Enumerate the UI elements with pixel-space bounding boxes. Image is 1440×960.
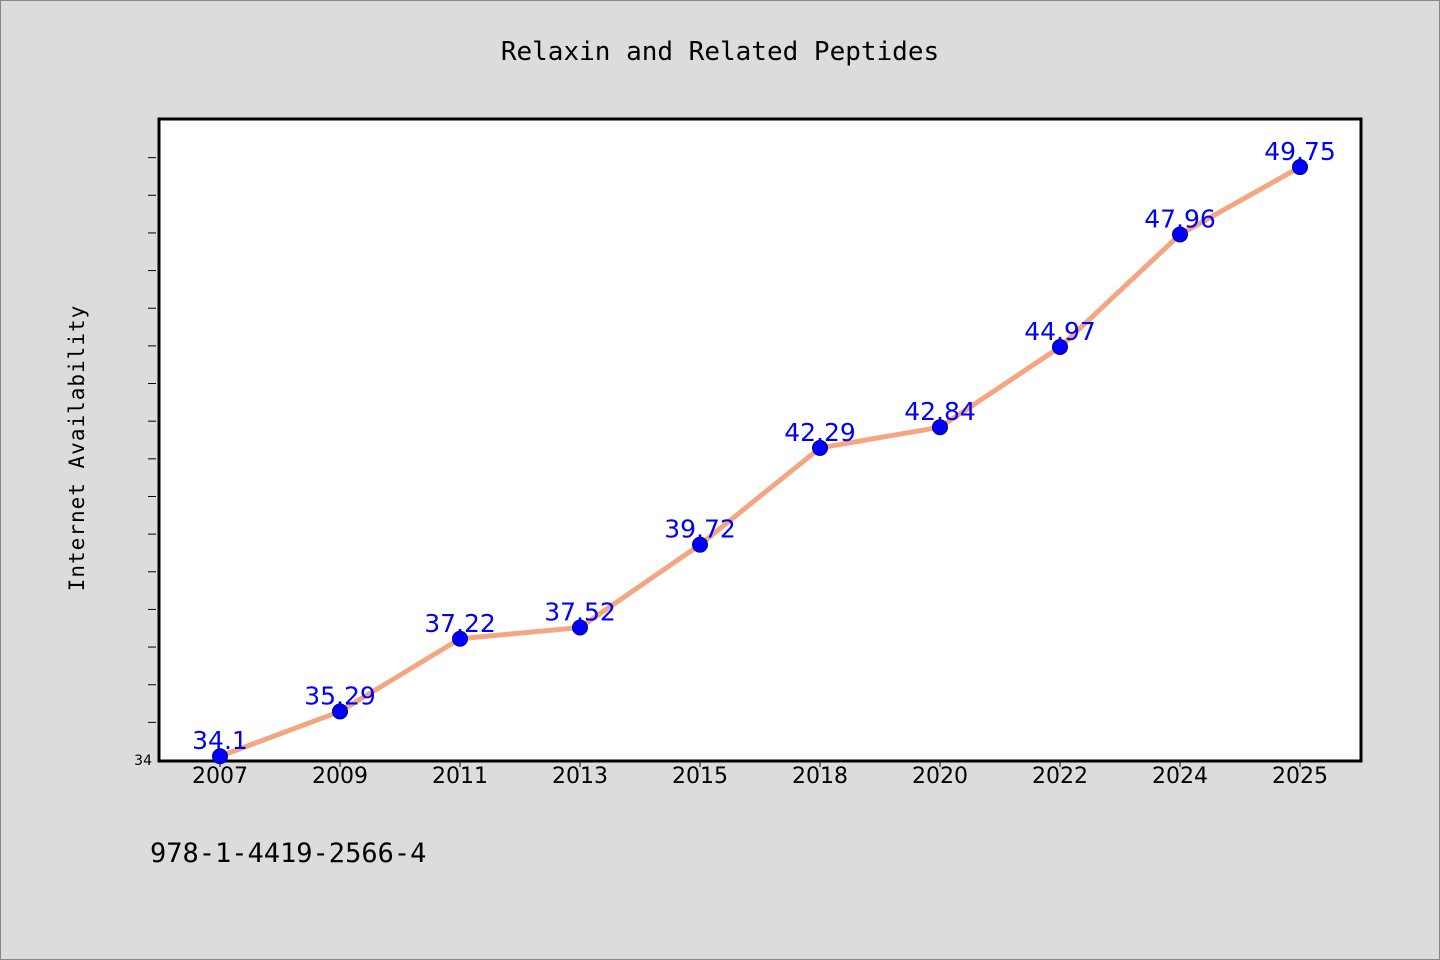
plot-area [157,117,1363,763]
x-tick-label: 2022 [1032,764,1088,789]
x-tick-label: 2018 [792,764,848,789]
data-point [212,748,228,765]
x-tick-label: 2013 [552,764,608,789]
data-label: 44.97 [1024,317,1096,346]
series-line [217,164,1303,759]
data-labels: 34.1 35.29 37.22 37.52 39.72 42.29 42.84 44.97 4… [192,137,1336,755]
data-point [1172,226,1188,243]
x-tick-label: 2025 [1272,764,1328,789]
data-point [572,619,588,636]
y-tick-labels: 34 [134,753,152,769]
x-tick-label: 2015 [672,764,728,789]
x-tick-label: 2007 [192,764,248,789]
data-label: 34.1 [192,726,248,755]
data-label: 39.72 [664,515,736,544]
x-tick-labels: 2007 2009 2011 2013 2015 2018 2020 2022 2024 2025 [192,764,1328,789]
data-label: 42.84 [904,397,976,426]
y-axis-label: Internet Availability [65,305,89,592]
x-tick-label: 2011 [432,764,488,789]
chart-title: Relaxin and Related Peptides [501,37,939,67]
data-label: 37.22 [424,609,496,638]
data-point [1052,339,1068,356]
data-point [332,703,348,720]
data-label: 47.96 [1144,204,1216,233]
data-label: 35.29 [304,681,376,710]
y-tick-label: 34 [134,753,152,769]
data-label: 49.75 [1264,137,1336,166]
tick-marks [148,157,1301,767]
x-tick-label: 2024 [1152,764,1208,789]
x-tick-label: 2009 [312,764,368,789]
x-tick-label: 2020 [912,764,968,789]
data-point [692,536,708,553]
data-point [452,630,468,647]
data-label: 42.29 [784,418,856,447]
data-point [932,419,948,436]
data-points [212,159,1308,765]
footnote-isbn: 978-1-4419-2566-4 [150,838,426,869]
data-point [1292,159,1308,176]
data-point [812,439,828,456]
data-label: 37.52 [544,597,616,626]
